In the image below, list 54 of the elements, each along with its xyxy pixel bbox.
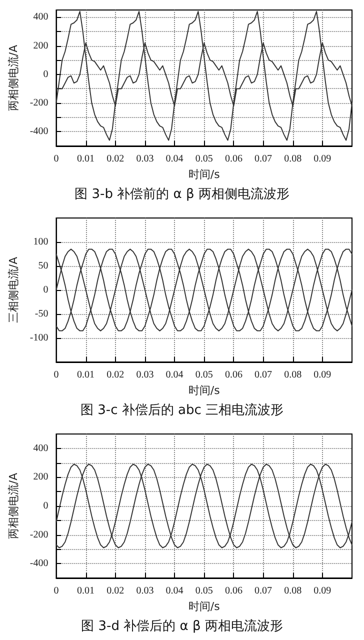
- y-tick-label: -200: [30, 98, 48, 109]
- x-tick-label: 0.03: [136, 154, 154, 164]
- x-tick-label: 0.08: [284, 586, 302, 596]
- text: 图 3-d 补偿后的 α β 两相电流波形: [81, 618, 283, 634]
- x-axis-title: 时间/s: [188, 384, 220, 397]
- x-axis-title: 时间/s: [188, 168, 220, 181]
- x-tick-label: 0.02: [106, 154, 124, 164]
- y-tick-label: 0: [43, 68, 48, 80]
- x-tick-label: 0.06: [224, 586, 242, 596]
- y-tick-label: -400: [30, 126, 48, 138]
- y-tick-label: 200: [33, 40, 48, 52]
- x-tick-label: 0.01: [77, 370, 95, 380]
- text: 图 3-c 补偿后的 abc 三相电流波形: [80, 402, 284, 418]
- x-tick-label: 0.08: [284, 154, 302, 164]
- y-tick-label: 50: [38, 260, 48, 272]
- y-tick-label: -400: [30, 558, 48, 570]
- x-tick-label: 0.07: [254, 370, 272, 380]
- x-tick-label: 0.06: [224, 370, 242, 380]
- x-tick-label: 0.04: [166, 586, 184, 596]
- y-axis-title: 三相侧电流/A: [7, 256, 20, 324]
- y-tick-label: -200: [30, 529, 48, 540]
- x-axis-title: 时间/s: [188, 600, 220, 613]
- y-tick-label: 200: [33, 472, 48, 483]
- y-tick-label: 0: [43, 500, 48, 512]
- x-tick-label: 0: [54, 154, 59, 164]
- y-tick-label: 0: [43, 284, 48, 296]
- y-tick-label: 400: [33, 442, 48, 454]
- x-tick-label: 0.01: [77, 154, 95, 164]
- text: 图 3-b 补偿前的 α β 两相侧电流波形: [74, 186, 290, 202]
- x-tick-label: 0.04: [166, 370, 184, 380]
- x-tick-label: 0.05: [195, 370, 213, 380]
- x-tick-label: 0.07: [254, 154, 272, 164]
- x-tick-label: 0.06: [224, 154, 242, 164]
- y-tick-label: -100: [30, 332, 48, 344]
- x-tick-label: 0.05: [195, 154, 213, 164]
- y-axis-title: 两相侧电流/A: [7, 44, 20, 112]
- y-tick-label: 100: [33, 236, 48, 248]
- x-tick-label: 0.05: [195, 586, 213, 596]
- x-tick-label: 0: [54, 370, 59, 380]
- x-tick-label: 0.01: [77, 586, 95, 596]
- x-tick-label: 0.03: [136, 586, 154, 596]
- x-tick-label: 0.09: [314, 586, 332, 596]
- y-tick-label: 400: [33, 12, 48, 23]
- x-tick-label: 0.07: [254, 586, 272, 596]
- x-tick-label: 0.09: [314, 370, 332, 380]
- x-tick-label: 0.03: [136, 370, 154, 380]
- x-tick-label: 0.02: [106, 370, 124, 380]
- x-tick-label: 0: [54, 586, 59, 596]
- y-axis-title: 两相侧电流/A: [7, 472, 20, 540]
- x-tick-label: 0.04: [166, 154, 184, 164]
- y-tick-label: -50: [34, 308, 48, 320]
- x-tick-label: 0.09: [314, 154, 332, 164]
- x-tick-label: 0.02: [106, 586, 124, 596]
- x-tick-label: 0.08: [284, 370, 302, 380]
